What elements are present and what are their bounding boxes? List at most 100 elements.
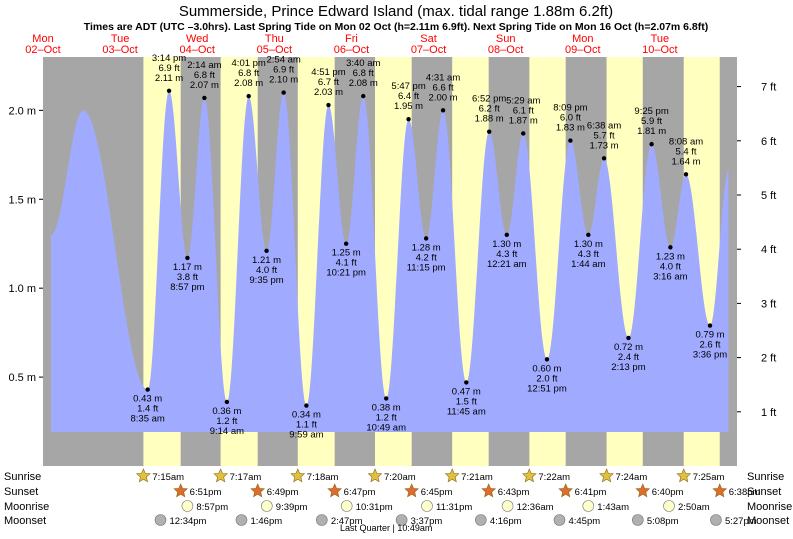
right-axis-label: 1 ft bbox=[761, 407, 776, 419]
moonset-icon bbox=[553, 514, 566, 526]
low-tide-label: 8:57 pm bbox=[170, 282, 204, 293]
low-tide-point bbox=[343, 241, 349, 246]
axes: 0.5 m 1.0 m 1.5 m 2.0 m 1 ft 2 ft 3 ft 4 ft 5 ft… bbox=[8, 82, 776, 419]
low-tide-point bbox=[626, 335, 631, 341]
event-time: 6:43pm bbox=[498, 487, 530, 498]
low-tide-label: 1.2 ft bbox=[216, 416, 237, 427]
tide-labels: 0.43 m1.4 ft8:35 am3:14 pm6.9 ft2.11 m1.… bbox=[131, 53, 728, 441]
low-tide-point bbox=[185, 255, 190, 261]
low-tide-label: 1.17 m bbox=[173, 262, 202, 273]
low-tide-label: 0.34 m bbox=[292, 410, 321, 421]
event-time: 7:24am bbox=[616, 472, 648, 483]
high-tide-label: 5.4 ft bbox=[675, 146, 696, 157]
high-tide-label: 2.07 m bbox=[190, 80, 219, 91]
low-tide-label: 4.0 ft bbox=[660, 261, 681, 272]
high-tide-label: 6.9 ft bbox=[273, 65, 294, 76]
event-time: 7:18am bbox=[307, 472, 339, 483]
day-header: Mon02–OctTue03–OctWed04–OctThu05–OctFri0… bbox=[25, 33, 677, 56]
low-tide-label: 0.79 m bbox=[695, 330, 724, 341]
high-tide-label: 5:29 am bbox=[506, 95, 540, 106]
high-tide-point bbox=[406, 117, 411, 122]
low-tide-label: 1.5 ft bbox=[456, 396, 477, 407]
high-tide-label: 1.88 m bbox=[475, 114, 504, 125]
chart-subtitle: Times are ADT (UTC –3.0hrs). Last Spring… bbox=[84, 21, 709, 33]
high-tide-point bbox=[486, 129, 492, 134]
right-axis-label: 4 ft bbox=[761, 244, 776, 256]
event-time: 3:37pm bbox=[411, 516, 443, 527]
low-tide-label: 1.23 m bbox=[656, 251, 685, 262]
sunset-icon bbox=[250, 483, 266, 498]
low-tide-label: 3.8 ft bbox=[177, 272, 198, 283]
high-tide-label: 2.08 m bbox=[234, 78, 263, 89]
high-tide-point bbox=[521, 131, 526, 136]
event-time: 4:45pm bbox=[568, 516, 600, 527]
moon-icon bbox=[181, 500, 194, 512]
high-tide-point bbox=[281, 90, 286, 95]
low-tide-point bbox=[264, 248, 269, 254]
high-tide-point bbox=[601, 156, 607, 161]
day-date: 07–Oct bbox=[411, 44, 446, 56]
day-name: Sat bbox=[420, 33, 437, 45]
high-tide-label: 4:01 pm bbox=[232, 58, 266, 69]
low-tide-label: 0.47 m bbox=[452, 386, 481, 397]
event-time: 7:20am bbox=[384, 472, 416, 483]
day-date: 04–Oct bbox=[179, 44, 214, 56]
event-time: 7:15am bbox=[152, 472, 184, 483]
low-tide-label: 3:16 am bbox=[653, 271, 687, 282]
high-tide-label: 1.87 m bbox=[509, 115, 538, 126]
low-tide-label: 4.2 ft bbox=[416, 252, 437, 263]
high-tide-label: 1.83 m bbox=[556, 123, 585, 134]
high-tide-label: 6.4 ft bbox=[398, 91, 419, 102]
low-tide-label: 4.3 ft bbox=[578, 249, 599, 260]
high-tide-label: 2.11 m bbox=[155, 73, 183, 84]
row-label-left: Moonset bbox=[4, 515, 46, 527]
event-time: 6:49pm bbox=[267, 487, 299, 498]
high-tide-label: 6.1 ft bbox=[513, 105, 534, 116]
low-tide-point bbox=[423, 236, 429, 241]
event-time: 2:50am bbox=[678, 502, 710, 513]
low-tide-point bbox=[384, 396, 389, 401]
low-tide-label: 0.72 m bbox=[614, 342, 643, 353]
low-tide-label: 4.0 ft bbox=[256, 265, 277, 276]
low-tide-label: 2.4 ft bbox=[618, 352, 639, 363]
day-date: 09–Oct bbox=[565, 44, 600, 56]
event-time: 6:47pm bbox=[344, 487, 376, 498]
event-time: 8:57pm bbox=[196, 502, 228, 513]
row-label-right: Sunset bbox=[747, 486, 781, 498]
low-tide-label: 1.30 m bbox=[574, 239, 603, 250]
day-name: Thu bbox=[265, 33, 284, 45]
moon-icon bbox=[340, 500, 353, 512]
high-tide-label: 1.73 m bbox=[590, 140, 619, 151]
sun-icon bbox=[367, 468, 383, 483]
day-date: 10–Oct bbox=[642, 44, 677, 56]
day-name: Mon bbox=[32, 33, 53, 45]
low-tide-point bbox=[145, 387, 150, 392]
sunset-icon bbox=[712, 483, 728, 498]
day-date: 05–Oct bbox=[257, 44, 292, 56]
high-tide-label: 2.00 m bbox=[429, 92, 458, 103]
high-tide-label: 5.9 ft bbox=[641, 116, 662, 127]
high-tide-label: 6.7 ft bbox=[318, 77, 339, 88]
high-tide-label: 6:52 pm bbox=[472, 94, 506, 105]
right-axis-label: 2 ft bbox=[761, 353, 776, 365]
low-tide-point bbox=[544, 357, 550, 362]
day-date: 03–Oct bbox=[102, 44, 137, 56]
low-tide-label: 1.4 ft bbox=[137, 404, 158, 415]
high-tide-label: 8:08 am bbox=[669, 136, 703, 147]
event-time: 7:17am bbox=[230, 472, 262, 483]
high-tide-label: 2:14 am bbox=[187, 60, 221, 71]
sunset-icon bbox=[481, 483, 497, 498]
day-name: Tue bbox=[111, 33, 130, 45]
right-axis-label: 6 ft bbox=[761, 136, 776, 148]
day-name: Fri bbox=[345, 33, 358, 45]
sunset-icon bbox=[173, 483, 189, 498]
left-axis-label: 1.5 m bbox=[8, 194, 36, 206]
low-tide-point bbox=[504, 232, 509, 238]
high-tide-point bbox=[568, 138, 573, 143]
moonset-icon bbox=[316, 514, 328, 526]
low-tide-point bbox=[707, 323, 713, 328]
event-time: 6:40pm bbox=[652, 487, 684, 498]
high-tide-label: 4:31 am bbox=[426, 72, 460, 83]
left-axis-label: 1.0 m bbox=[8, 283, 36, 295]
